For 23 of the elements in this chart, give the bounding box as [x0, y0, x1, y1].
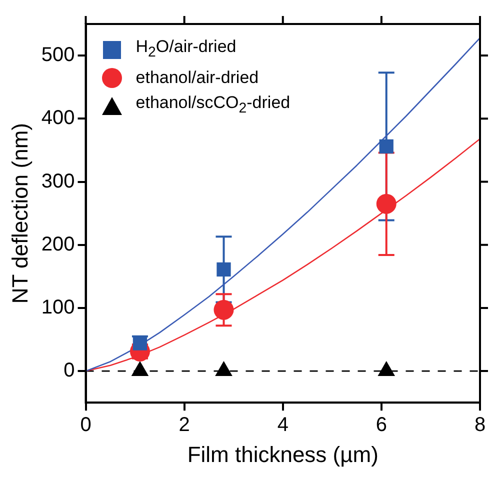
x-tick-label: 6	[376, 414, 388, 436]
x-tick-label: 8	[474, 414, 486, 436]
point	[378, 361, 396, 376]
point	[214, 300, 234, 320]
point	[376, 194, 396, 214]
point	[215, 361, 232, 376]
legend-label: ethanol/air-dried	[136, 67, 259, 90]
point	[131, 361, 149, 376]
x-axis-title: Film thickness (µm)	[187, 442, 378, 467]
y-axis-title: NT deflection (nm)	[7, 123, 32, 304]
point	[379, 139, 394, 154]
x-tick-label: 4	[277, 414, 288, 436]
legend-label: ethanol/scCO$_{2}$-dried	[136, 92, 290, 119]
y-tick-label: 400	[41, 107, 75, 130]
y-tick-label: 200	[41, 233, 75, 256]
y-tick-label: 100	[41, 296, 75, 318]
y-tick-label: 500	[41, 44, 75, 66]
x-tick-label: 2	[178, 414, 190, 436]
y-tick-label: 0	[64, 360, 75, 382]
point	[216, 262, 231, 277]
legend-label: H$_{2}$O/air-dried	[136, 36, 236, 62]
x-tick-label: 0	[80, 414, 92, 436]
y-tick-label: 300	[41, 170, 75, 192]
